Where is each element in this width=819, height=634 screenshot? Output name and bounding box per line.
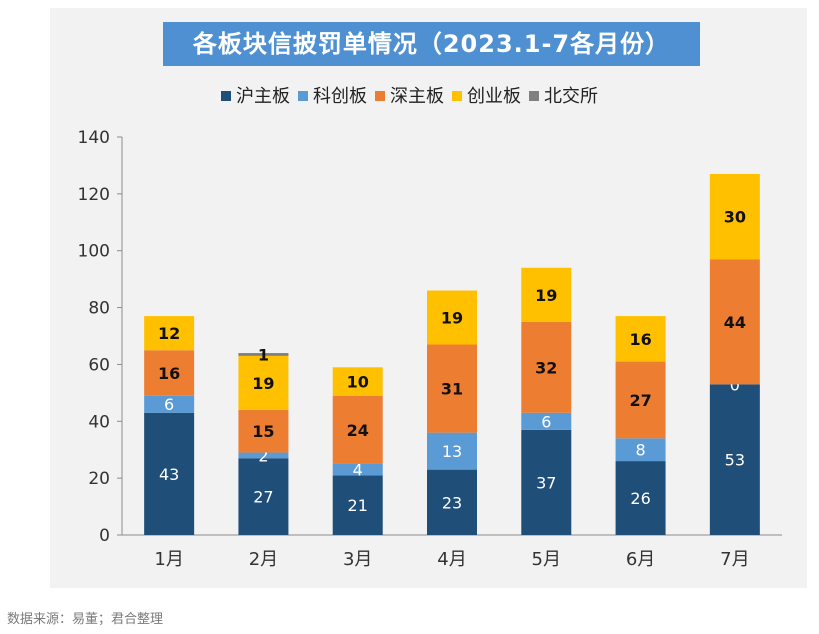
data-label: 23: [442, 493, 462, 512]
bar-segment: [427, 344, 477, 433]
data-label: 8: [635, 441, 645, 460]
data-label: 15: [252, 422, 274, 441]
legend-swatch: [298, 91, 308, 101]
bar-segment: [144, 316, 195, 351]
bar-segment: [238, 355, 289, 410]
data-label: 13: [442, 442, 462, 461]
y-tick-label: 20: [88, 469, 110, 489]
bar-segment: [238, 452, 289, 459]
bar-segment: [521, 429, 572, 535]
bar-segment: [521, 267, 572, 322]
bar-segment: [709, 259, 760, 385]
data-label: 19: [535, 286, 557, 305]
y-tick-label: 140: [78, 128, 110, 148]
data-label: 1: [258, 345, 269, 364]
bar-segment: [144, 412, 195, 535]
bar-segment: [615, 361, 666, 439]
bar-segment: [144, 395, 195, 413]
legend-swatch: [529, 91, 539, 101]
data-label: 27: [253, 488, 273, 507]
legend-item: 北交所: [529, 82, 598, 108]
legend-label: 创业板: [467, 86, 521, 107]
data-label: 24: [347, 421, 369, 440]
bar-segment: [615, 461, 666, 535]
x-tick-label: 4月: [437, 549, 466, 570]
data-label: 26: [630, 489, 650, 508]
x-tick-label: 3月: [343, 549, 372, 570]
legend-label: 科创板: [313, 86, 367, 107]
bar-segment: [521, 412, 572, 430]
data-label: 4: [353, 461, 363, 480]
data-label: 44: [724, 313, 746, 332]
x-tick-label: 5月: [532, 549, 561, 570]
data-label: 19: [252, 374, 274, 393]
bar-segment: [427, 469, 477, 535]
bar-segment: [427, 432, 477, 470]
data-label: 6: [164, 395, 174, 414]
data-label: 16: [158, 364, 180, 383]
data-label: 30: [724, 208, 746, 227]
bar-segment: [332, 395, 383, 464]
legend-item: 深主板: [375, 82, 444, 108]
x-tick-label: 2月: [249, 549, 278, 570]
data-label: 0: [730, 375, 740, 394]
source-note: 数据来源：易董；君合整理: [7, 612, 164, 627]
data-label: 21: [348, 496, 368, 515]
data-label: 31: [441, 380, 463, 399]
legend-item: 沪主板: [221, 82, 290, 108]
bar-segment: [238, 458, 289, 535]
data-label: 10: [347, 372, 369, 391]
legend-swatch: [221, 91, 231, 101]
chart-title: 各板块信披罚单情况（2023.1-7各月份）: [163, 22, 700, 66]
legend-item: 创业板: [452, 82, 521, 108]
data-label: 53: [725, 451, 745, 470]
legend-item: 科创板: [298, 82, 367, 108]
data-label: 6: [541, 412, 551, 431]
y-tick-label: 120: [78, 185, 110, 205]
bar-segment: [144, 350, 195, 396]
bar-segment: [615, 438, 666, 462]
y-tick-label: 40: [88, 412, 110, 432]
data-label: 32: [535, 358, 557, 377]
bar-segment: [332, 367, 383, 396]
y-tick-label: 100: [78, 242, 110, 262]
x-tick-label: 6月: [626, 549, 655, 570]
bar-segment: [332, 463, 383, 476]
bar-segment: [709, 173, 760, 260]
legend: 沪主板 科创板 深主板 创业板 北交所: [0, 82, 819, 108]
bar-segment: [427, 290, 477, 345]
bar-segment: [332, 475, 383, 535]
data-label: 37: [536, 473, 556, 492]
x-tick-label: 1月: [154, 549, 183, 570]
data-label: 2: [258, 446, 268, 465]
bar-segment: [521, 321, 572, 413]
legend-swatch: [452, 91, 462, 101]
data-label: 43: [159, 465, 179, 484]
bar-segment: [238, 409, 289, 453]
y-tick-label: 0: [99, 526, 110, 546]
bar-segment: [709, 384, 760, 535]
legend-swatch: [375, 91, 385, 101]
data-label: 19: [441, 309, 463, 328]
legend-label: 沪主板: [236, 86, 290, 107]
legend-label: 深主板: [390, 86, 444, 107]
y-tick-label: 80: [88, 299, 110, 319]
bar-segment: [615, 316, 666, 362]
x-tick-label: 7月: [720, 549, 749, 570]
bar-segment: [238, 353, 289, 356]
y-tick-label: 60: [88, 355, 110, 375]
plot-area: 02040608010012014043616121月272151912月214…: [78, 128, 782, 570]
legend-label: 北交所: [544, 86, 598, 107]
data-label: 16: [629, 330, 651, 349]
data-label: 12: [158, 324, 180, 343]
data-label: 27: [629, 391, 651, 410]
